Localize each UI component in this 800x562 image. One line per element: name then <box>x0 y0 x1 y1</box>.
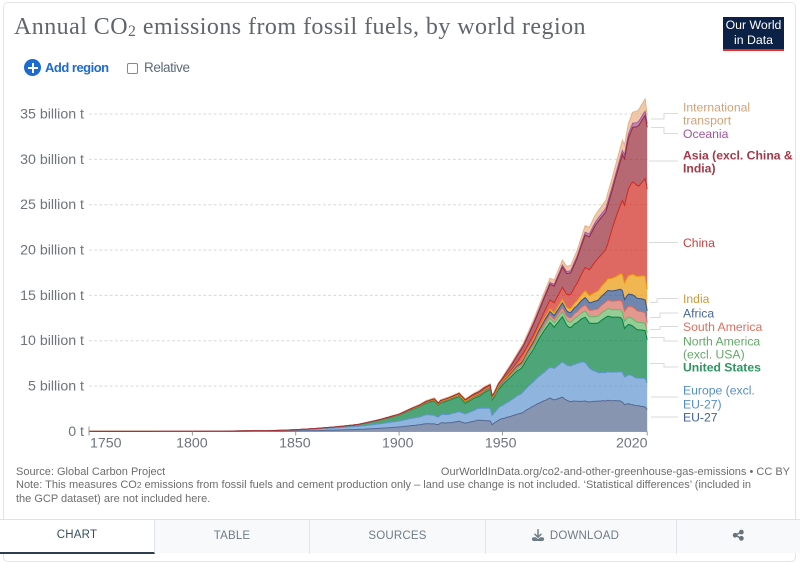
svg-text:1950: 1950 <box>485 436 517 452</box>
svg-text:30 billion t: 30 billion t <box>20 152 84 168</box>
svg-text:(excl. USA): (excl. USA) <box>683 348 745 362</box>
svg-text:1850: 1850 <box>279 436 311 452</box>
svg-text:20 billion t: 20 billion t <box>20 243 84 259</box>
svg-text:China: China <box>683 236 715 250</box>
svg-text:United States: United States <box>683 361 761 375</box>
svg-text:International: International <box>683 101 750 115</box>
svg-text:transport: transport <box>683 114 732 128</box>
svg-text:South America: South America <box>683 320 762 334</box>
svg-text:1750: 1750 <box>90 436 122 452</box>
svg-text:North America: North America <box>683 335 760 349</box>
svg-text:Asia (excl. China &: Asia (excl. China & <box>683 149 793 163</box>
svg-text:Oceania: Oceania <box>683 127 729 141</box>
svg-text:15 billion t: 15 billion t <box>20 288 84 304</box>
svg-text:Europe (excl.: Europe (excl. <box>683 384 755 398</box>
svg-text:EU-27): EU-27) <box>683 398 722 412</box>
svg-text:2020: 2020 <box>616 436 648 452</box>
svg-text:10 billion t: 10 billion t <box>20 333 84 349</box>
svg-text:25 billion t: 25 billion t <box>20 197 84 213</box>
svg-text:1800: 1800 <box>176 436 208 452</box>
svg-text:Africa: Africa <box>683 307 714 321</box>
svg-text:1900: 1900 <box>382 436 414 452</box>
svg-text:India: India <box>683 292 710 306</box>
svg-text:0 t: 0 t <box>68 424 84 440</box>
svg-text:35 billion t: 35 billion t <box>20 107 84 123</box>
svg-text:EU-27: EU-27 <box>683 411 718 425</box>
svg-text:5 billion t: 5 billion t <box>28 379 84 395</box>
svg-text:India): India) <box>683 162 716 176</box>
